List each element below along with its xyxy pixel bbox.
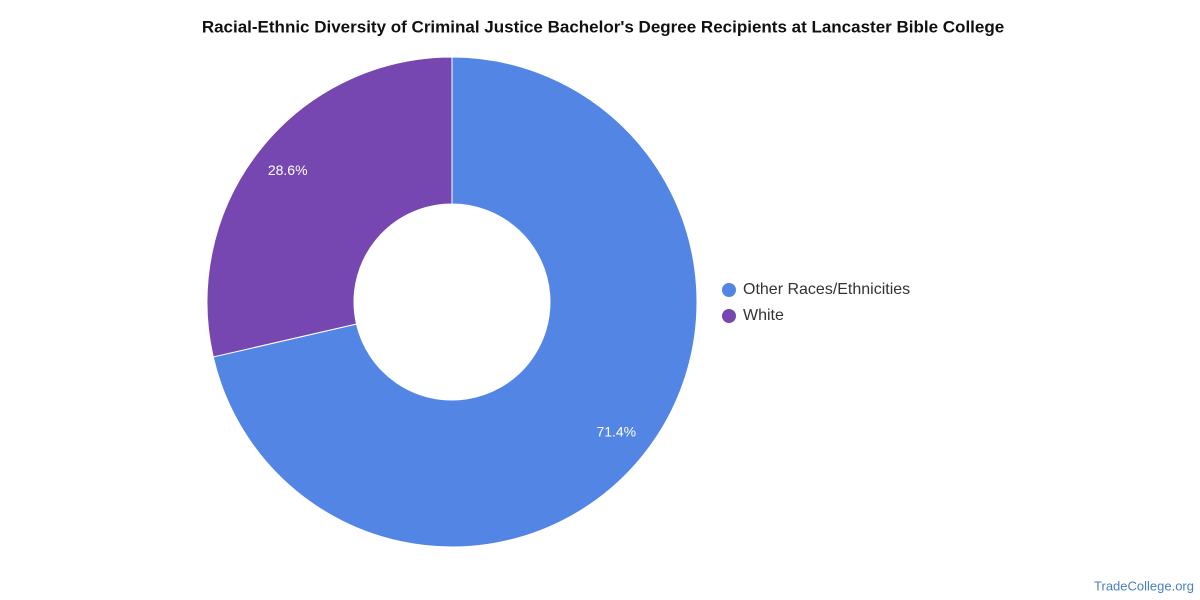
value-label: 28.6% <box>268 162 308 178</box>
legend-label: White <box>743 307 784 324</box>
legend-marker <box>722 283 736 297</box>
legend-marker <box>722 309 736 323</box>
chart-title: Racial-Ethnic Diversity of Criminal Just… <box>202 17 1004 36</box>
slice <box>206 56 453 358</box>
source-link[interactable]: TradeCollege.org <box>1094 578 1194 593</box>
value-label: 71.4% <box>596 423 636 439</box>
slice <box>212 56 698 548</box>
legend-label: Other Races/Ethnicities <box>743 281 910 298</box>
